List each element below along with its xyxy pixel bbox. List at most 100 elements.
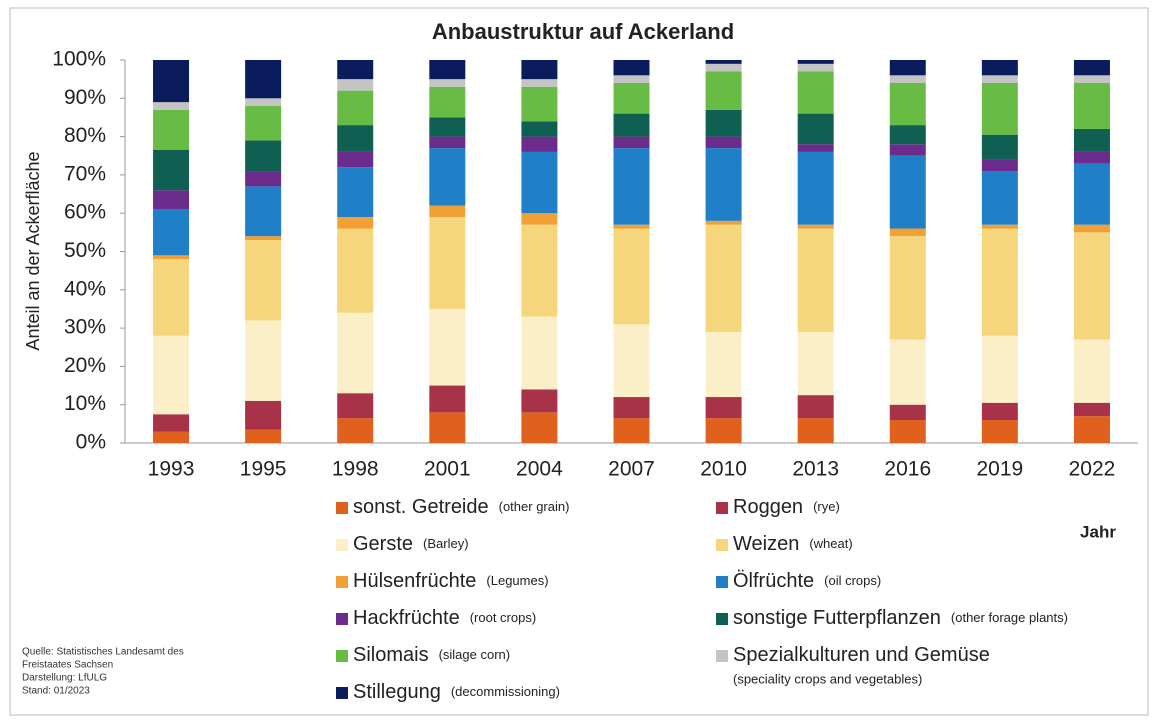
bar-segment bbox=[429, 86, 466, 118]
bar-segment bbox=[705, 224, 742, 332]
bar-segment bbox=[981, 335, 1018, 403]
bar-segment bbox=[1073, 128, 1110, 152]
y-tick-label: 100% bbox=[52, 48, 106, 71]
x-tick-label: 2013 bbox=[792, 458, 839, 481]
bar-segment bbox=[705, 220, 742, 225]
legend-name: Spezialkulturen und Gemüse bbox=[733, 644, 990, 666]
bar-segment bbox=[245, 236, 282, 241]
legend-item: Stillegung (decommissioning) bbox=[336, 681, 560, 703]
bar-segment bbox=[521, 151, 558, 214]
bar-segment bbox=[429, 148, 466, 206]
source-note: Darstellung: LfULG bbox=[22, 673, 107, 684]
y-tick-label: 70% bbox=[64, 162, 106, 185]
legend-translation: (speciality crops and vegetables) bbox=[733, 671, 922, 686]
y-tick-label: 30% bbox=[64, 316, 106, 339]
bar-segment bbox=[797, 144, 834, 152]
legend-item: Hülsenfrüchte (Legumes) bbox=[336, 570, 549, 592]
frame bbox=[9, 7, 1149, 716]
bar-segment bbox=[521, 213, 558, 225]
x-tick-label: 1995 bbox=[240, 458, 287, 481]
bar-segment bbox=[705, 63, 742, 72]
bar-segment bbox=[521, 316, 558, 390]
x-tick-label: 2001 bbox=[424, 458, 471, 481]
legend-label: sonstige Futterpflanzen (other forage pla… bbox=[733, 607, 1068, 629]
legend-item: Hackfrüchte (root crops) bbox=[336, 607, 536, 629]
x-tick-label: 1993 bbox=[148, 458, 195, 481]
legend-swatch bbox=[336, 650, 348, 662]
legend-swatch bbox=[336, 613, 348, 625]
bar-segment bbox=[981, 224, 1018, 229]
bar-segment bbox=[889, 82, 926, 126]
bar-segment bbox=[797, 113, 834, 145]
bar-segment bbox=[889, 125, 926, 145]
bar-segment bbox=[981, 60, 1018, 76]
bar-segment bbox=[429, 79, 466, 87]
bar-segment bbox=[981, 402, 1018, 421]
bar-segment bbox=[245, 186, 282, 237]
bar-segment bbox=[981, 420, 1018, 443]
legend-translation: (wheat) bbox=[809, 536, 852, 551]
bar-segment bbox=[429, 308, 466, 386]
legend-item: Gerste (Barley) bbox=[336, 533, 469, 555]
bar-segment bbox=[797, 71, 834, 114]
bar-segment bbox=[521, 79, 558, 87]
legend-translation: (Barley) bbox=[423, 536, 469, 551]
legend-swatch bbox=[716, 613, 728, 625]
y-tick-label: 90% bbox=[64, 86, 106, 109]
legend-label: Hülsenfrüchte (Legumes) bbox=[353, 570, 549, 592]
y-tick-label: 60% bbox=[64, 201, 106, 224]
bar-segment bbox=[521, 389, 558, 413]
legend-name: Ölfrüchte bbox=[733, 570, 814, 592]
bar-segment bbox=[797, 60, 834, 64]
bar-segment bbox=[797, 151, 834, 225]
bar-segment bbox=[153, 335, 190, 415]
bar-segment bbox=[337, 125, 374, 152]
bar-segment bbox=[1073, 339, 1110, 403]
bar-segment bbox=[889, 60, 926, 76]
bar-segment bbox=[337, 312, 374, 394]
bar-segment bbox=[797, 228, 834, 332]
bar-segment bbox=[705, 136, 742, 149]
bar-segment bbox=[153, 259, 190, 336]
legend-translation: (rye) bbox=[813, 499, 840, 514]
x-tick-label: 2022 bbox=[1069, 458, 1116, 481]
bar-segment bbox=[245, 140, 282, 172]
x-tick-label: 2007 bbox=[608, 458, 655, 481]
bar-segment bbox=[153, 414, 190, 432]
legend-name: Hackfrüchte bbox=[353, 607, 460, 629]
bar-segment bbox=[521, 86, 558, 122]
bar-segment bbox=[889, 404, 926, 421]
bar-segment bbox=[705, 71, 742, 110]
legend-swatch bbox=[336, 502, 348, 514]
bar-segment bbox=[429, 117, 466, 137]
legend-translation: (Legumes) bbox=[486, 573, 548, 588]
bar-segment bbox=[245, 105, 282, 141]
bar-segment bbox=[521, 136, 558, 152]
legend-name: Gerste bbox=[353, 533, 413, 555]
y-tick-label: 80% bbox=[64, 124, 106, 147]
bar-segment bbox=[1073, 75, 1110, 83]
bar-segment bbox=[1073, 82, 1110, 129]
bar-segment bbox=[1073, 402, 1110, 417]
bar-segment bbox=[153, 102, 190, 110]
bar-segment bbox=[889, 144, 926, 156]
bar-segment bbox=[1073, 151, 1110, 164]
source-note: Stand: 01/2023 bbox=[22, 686, 90, 697]
bar-segment bbox=[889, 236, 926, 340]
bar-segment bbox=[1073, 163, 1110, 225]
bar-segment bbox=[1073, 416, 1110, 443]
source-note: Freistaates Sachsen bbox=[22, 660, 113, 671]
legend-name: sonst. Getreide bbox=[353, 496, 489, 518]
legend-item: sonstige Futterpflanzen (other forage pla… bbox=[716, 607, 1068, 629]
bar-segment bbox=[429, 205, 466, 218]
bar-segment bbox=[981, 228, 1018, 336]
bar-segment bbox=[521, 121, 558, 137]
legend-swatch bbox=[336, 687, 348, 699]
legend-translation: (root crops) bbox=[470, 610, 536, 625]
legend-item: Spezialkulturen und Gemüse (speciality cr… bbox=[716, 644, 990, 686]
bar-segment bbox=[337, 151, 374, 168]
legend-swatch bbox=[716, 539, 728, 551]
bar-segment bbox=[705, 109, 742, 137]
bar-segment bbox=[245, 60, 282, 99]
